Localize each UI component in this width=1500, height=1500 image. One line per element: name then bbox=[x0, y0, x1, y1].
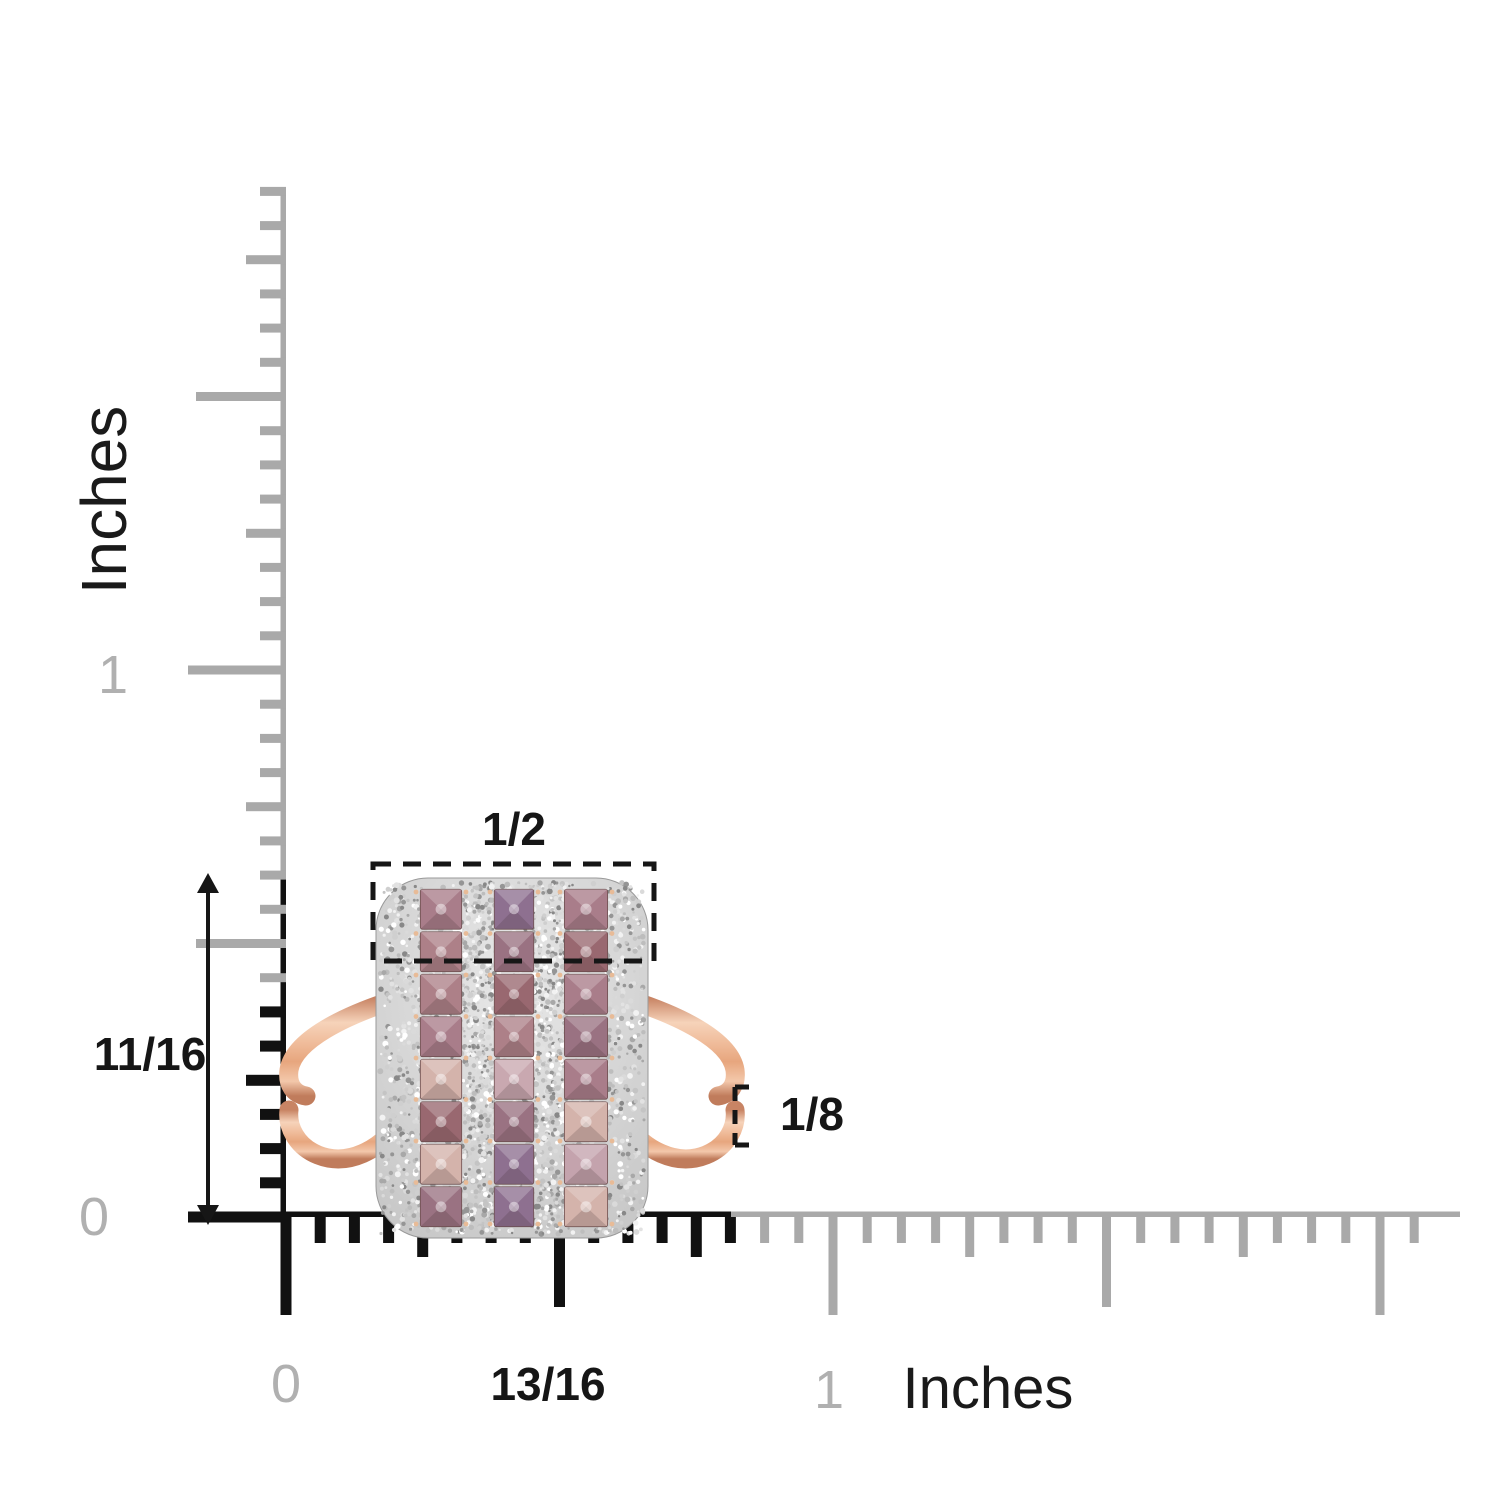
svg-text:1/8: 1/8 bbox=[780, 1088, 844, 1140]
svg-text:Inches: Inches bbox=[68, 406, 140, 595]
svg-text:1/2: 1/2 bbox=[482, 803, 546, 855]
svg-text:13/16: 13/16 bbox=[490, 1358, 605, 1410]
svg-text:Inches: Inches bbox=[903, 1356, 1074, 1421]
svg-text:1: 1 bbox=[814, 1360, 844, 1420]
svg-text:0: 0 bbox=[271, 1354, 301, 1414]
svg-text:0: 0 bbox=[79, 1187, 109, 1247]
svg-text:1: 1 bbox=[98, 645, 128, 705]
svg-text:11/16: 11/16 bbox=[94, 1028, 207, 1080]
